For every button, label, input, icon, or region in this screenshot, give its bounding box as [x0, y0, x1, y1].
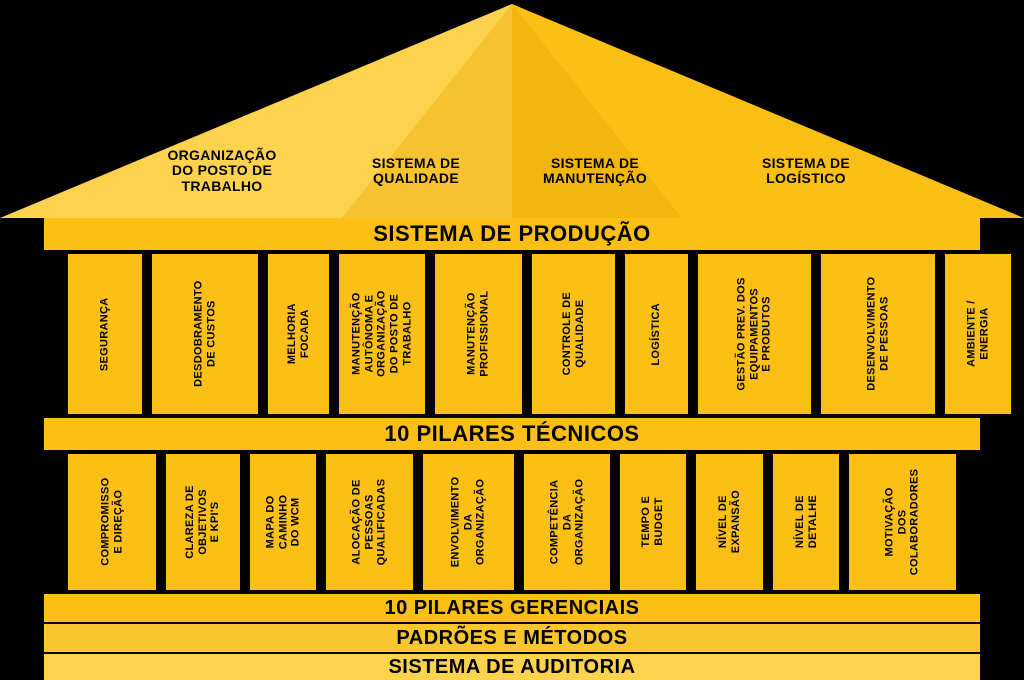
- pillar: AMBIENTE /ENERGIA: [945, 254, 1012, 414]
- pillar: CONTROLE DEQUALIDADE: [532, 254, 615, 414]
- roof-label: SISTEMA DEMANUTENÇÃO: [525, 156, 665, 187]
- pillar: GESTÃO PREV. DOSEQUIPAMENTOSE PRODUTOS: [698, 254, 811, 414]
- beam_top: SISTEMA DE PRODUÇÃO: [44, 218, 980, 250]
- beam_base1: 10 PILARES GERENCIAIS: [44, 594, 980, 622]
- pillar: COMPETÊNCIADAORGANIZAÇÃO: [524, 454, 610, 590]
- pillar-label: MAPA DOCAMINHODO WCM: [264, 495, 302, 550]
- pillar-label: CONTROLE DEQUALIDADE: [561, 292, 586, 375]
- pillar-label: MOTIVAÇÃODOSCOLABORADORES: [884, 469, 922, 576]
- pillar-label: DESENVOLVIMENTODE PESSOAS: [865, 277, 890, 391]
- roof-label: SISTEMA DELOGÍSTICO: [741, 156, 871, 187]
- temple-diagram: ORGANIZAÇÃODO POSTO DETRABALHO SISTEMA DE…: [0, 0, 1024, 680]
- pillar-label: LOGÍSTICA: [650, 303, 663, 366]
- pillar: NÍVEL DEDETALHE: [773, 454, 839, 590]
- pillar-label: ENVOLVIMENTODAORGANIZAÇÃO: [449, 477, 487, 568]
- pillar: DESDOBRAMENTODE CUSTOS: [152, 254, 258, 414]
- pillar: MANUTENÇÃOAUTÔNOMA EORGANIZAÇÃODO POSTO …: [339, 254, 425, 414]
- beam_base3: SISTEMA DE AUDITORIA: [44, 654, 980, 680]
- pillar-label: COMPROMISSOE DIREÇÃO: [99, 478, 124, 566]
- pillar-label: NÍVEL DEEXPANSÃO: [717, 490, 742, 553]
- roof-label: ORGANIZAÇÃODO POSTO DETRABALHO: [147, 148, 297, 194]
- pillar-label: ALOCAÇÃO DEPESSOASQUALIFICADAS: [351, 479, 389, 566]
- pillar-label: GESTÃO PREV. DOSEQUIPAMENTOSE PRODUTOS: [735, 277, 773, 390]
- pillar-label: NÍVEL DEDETALHE: [794, 495, 819, 548]
- pillar: MOTIVAÇÃODOSCOLABORADORES: [849, 454, 956, 590]
- pillar-label: MANUTENÇÃOPROFISSIONAL: [466, 291, 491, 377]
- pillar: TEMPO EBUDGET: [620, 454, 686, 590]
- pillar-row-managerial: COMPROMISSOE DIREÇÃO CLAREZA DEOBJETIVOSE…: [68, 454, 956, 590]
- pillar: MAPA DOCAMINHODO WCM: [250, 454, 316, 590]
- pillar-label: MANUTENÇÃOAUTÔNOMA EORGANIZAÇÃODO POSTO …: [351, 291, 414, 377]
- pillar-label: SEGURANÇA: [98, 297, 111, 371]
- pillar-label: CLAREZA DEOBJETIVOSE KPI'S: [184, 485, 222, 558]
- pillar: COMPROMISSOE DIREÇÃO: [68, 454, 156, 590]
- pillar-row-technical: SEGURANÇA DESDOBRAMENTODE CUSTOS MELHORIAF…: [68, 254, 956, 414]
- beam_base2: PADRÕES E MÉTODOS: [44, 624, 980, 652]
- pillar-label: AMBIENTE /ENERGIA: [965, 301, 990, 368]
- pillar: NÍVEL DEEXPANSÃO: [696, 454, 762, 590]
- pillar: CLAREZA DEOBJETIVOSE KPI'S: [166, 454, 239, 590]
- pillar: DESENVOLVIMENTODE PESSOAS: [821, 254, 935, 414]
- pillar-label: DESDOBRAMENTODE CUSTOS: [192, 281, 217, 387]
- pillar: MANUTENÇÃOPROFISSIONAL: [435, 254, 521, 414]
- pillar: SEGURANÇA: [68, 254, 142, 414]
- pillar-label: COMPETÊNCIADAORGANIZAÇÃO: [548, 479, 586, 565]
- pillar-label: MELHORIAFOCADA: [286, 303, 311, 364]
- beam_mid: 10 PILARES TÉCNICOS: [44, 418, 980, 450]
- pillar: MELHORIAFOCADA: [268, 254, 329, 414]
- roof-label: SISTEMA DEQUALIDADE: [351, 156, 481, 187]
- pillar: ENVOLVIMENTODAORGANIZAÇÃO: [423, 454, 514, 590]
- pillar: LOGÍSTICA: [625, 254, 688, 414]
- pillar-label: TEMPO EBUDGET: [641, 496, 666, 548]
- pillar: ALOCAÇÃO DEPESSOASQUALIFICADAS: [326, 454, 413, 590]
